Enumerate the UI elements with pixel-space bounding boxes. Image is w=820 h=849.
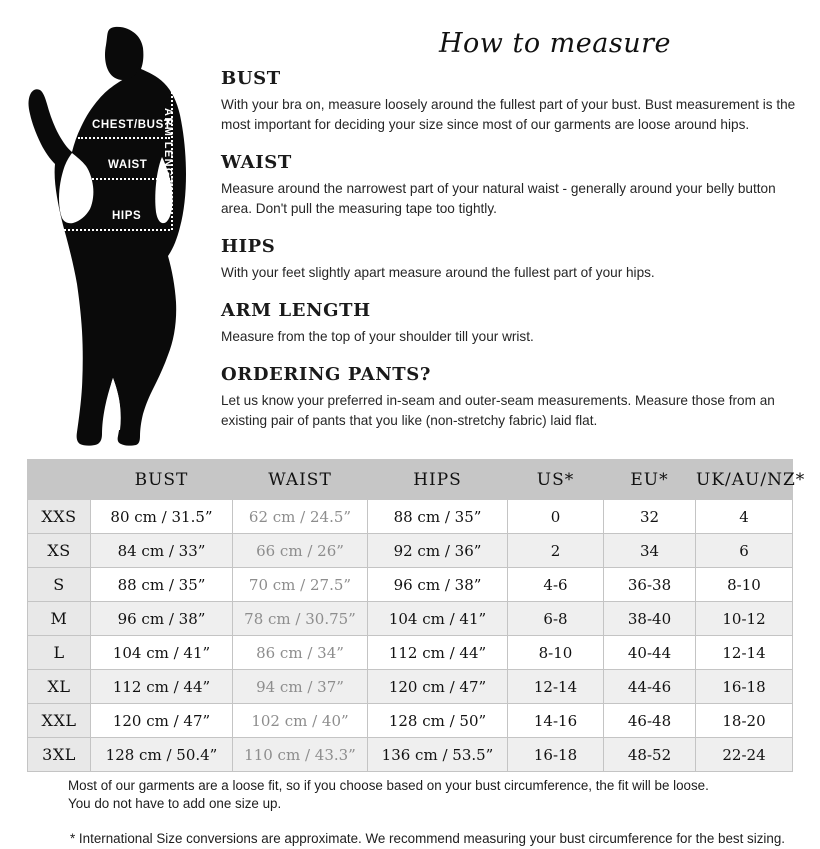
cell-bust: 84 cm / 33” xyxy=(90,533,233,568)
cell-bust: 128 cm / 50.4” xyxy=(90,737,233,772)
section-heading: HIPS xyxy=(221,236,276,257)
cell-us: 16-18 xyxy=(507,737,604,772)
section-heading: BUST xyxy=(221,68,281,89)
cell-uk: 8-10 xyxy=(695,567,793,602)
header-cell-hips: HIPS xyxy=(367,459,508,500)
cell-us: 6-8 xyxy=(507,601,604,636)
cell-eu: 38-40 xyxy=(603,601,696,636)
cell-waist: 110 cm / 43.3” xyxy=(232,737,368,772)
section-arm-length: ARM LENGTH Measure from the top of your … xyxy=(221,300,809,347)
header-cell-eu: EU* xyxy=(603,459,696,500)
section-ordering-pants: ORDERING PANTS? Let us know your preferr… xyxy=(221,364,809,431)
cell-waist: 102 cm / 40” xyxy=(232,703,368,738)
header-cell-uk: UK/AU/NZ* xyxy=(695,459,804,500)
cell-hips: 92 cm / 36” xyxy=(367,533,508,568)
cell-us: 4-6 xyxy=(507,567,604,602)
cell-uk: 4 xyxy=(695,499,793,534)
cell-eu: 36-38 xyxy=(603,567,696,602)
cell-hips: 88 cm / 35” xyxy=(367,499,508,534)
cell-eu: 40-44 xyxy=(603,635,696,670)
header-cell-us: US* xyxy=(507,459,604,500)
footnotes: Most of our garments are a loose fit, so… xyxy=(68,777,813,848)
size-table-body: XXS 80 cm / 31.5” 62 cm / 24.5” 88 cm / … xyxy=(27,499,793,772)
cell-hips: 112 cm / 44” xyxy=(367,635,508,670)
cell-eu: 46-48 xyxy=(603,703,696,738)
table-row: 3XL 128 cm / 50.4” 110 cm / 43.3” 136 cm… xyxy=(27,737,793,772)
size-chart-table: BUST WAIST HIPS US* EU* UK/AU/NZ* XXS 80… xyxy=(27,459,804,772)
cell-waist: 78 cm / 30.75” xyxy=(232,601,368,636)
cell-uk: 18-20 xyxy=(695,703,793,738)
cell-uk: 22-24 xyxy=(695,737,793,772)
cell-hips: 128 cm / 50” xyxy=(367,703,508,738)
table-row: M 96 cm / 38” 78 cm / 30.75” 104 cm / 41… xyxy=(27,601,793,636)
cell-us: 14-16 xyxy=(507,703,604,738)
section-body: With your feet slightly apart measure ar… xyxy=(221,265,655,280)
section-waist: WAIST Measure around the narrowest part … xyxy=(221,152,809,219)
cell-us: 12-14 xyxy=(507,669,604,704)
cell-hips: 96 cm / 38” xyxy=(367,567,508,602)
cell-bust: 112 cm / 44” xyxy=(90,669,233,704)
cell-eu: 44-46 xyxy=(603,669,696,704)
cell-us: 0 xyxy=(507,499,604,534)
cell-uk: 6 xyxy=(695,533,793,568)
cell-waist: 94 cm / 37” xyxy=(232,669,368,704)
cell-eu: 34 xyxy=(603,533,696,568)
cell-waist: 86 cm / 34” xyxy=(232,635,368,670)
cell-size: XXL xyxy=(27,703,91,738)
section-body: Measure from the top of your shoulder ti… xyxy=(221,329,534,344)
cell-bust: 88 cm / 35” xyxy=(90,567,233,602)
table-row: XL 112 cm / 44” 94 cm / 37” 120 cm / 47”… xyxy=(27,669,793,704)
cell-waist: 66 cm / 26” xyxy=(232,533,368,568)
page-title: How to measure xyxy=(439,28,671,59)
section-heading: ORDERING PANTS? xyxy=(221,364,432,385)
cell-eu: 48-52 xyxy=(603,737,696,772)
table-row: XS 84 cm / 33” 66 cm / 26” 92 cm / 36” 2… xyxy=(27,533,793,568)
cell-size: 3XL xyxy=(27,737,91,772)
table-row: XXS 80 cm / 31.5” 62 cm / 24.5” 88 cm / … xyxy=(27,499,793,534)
cell-uk: 16-18 xyxy=(695,669,793,704)
cell-bust: 80 cm / 31.5” xyxy=(90,499,233,534)
section-heading: ARM LENGTH xyxy=(221,300,371,321)
cell-uk: 12-14 xyxy=(695,635,793,670)
section-body: With your bra on, measure loosely around… xyxy=(221,97,796,132)
section-bust: BUST With your bra on, measure loosely a… xyxy=(221,68,809,135)
table-row: S 88 cm / 35” 70 cm / 27.5” 96 cm / 38” … xyxy=(27,567,793,602)
header-cell-waist: WAIST xyxy=(232,459,368,500)
section-hips: HIPS With your feet slightly apart measu… xyxy=(221,236,809,283)
cell-waist: 62 cm / 24.5” xyxy=(232,499,368,534)
note-international-sizes: * International Size conversions are app… xyxy=(70,831,785,846)
cell-bust: 96 cm / 38” xyxy=(90,601,233,636)
note-fit-line-2: You do not have to add one size up. xyxy=(68,796,282,811)
cell-size: M xyxy=(27,601,91,636)
cell-eu: 32 xyxy=(603,499,696,534)
cell-hips: 104 cm / 41” xyxy=(367,601,508,636)
section-body: Let us know your preferred in-seam and o… xyxy=(221,393,775,428)
cell-hips: 136 cm / 53.5” xyxy=(367,737,508,772)
cell-us: 2 xyxy=(507,533,604,568)
note-fit-line-1: Most of our garments are a loose fit, so… xyxy=(68,778,709,793)
cell-size: S xyxy=(27,567,91,602)
size-table-container: BUST WAIST HIPS US* EU* UK/AU/NZ* XXS 80… xyxy=(27,459,804,772)
table-row: XXL 120 cm / 47” 102 cm / 40” 128 cm / 5… xyxy=(27,703,793,738)
cell-waist: 70 cm / 27.5” xyxy=(232,567,368,602)
header-cell-bust: BUST xyxy=(90,459,233,500)
cell-size: XS xyxy=(27,533,91,568)
header-cell-size xyxy=(27,459,91,500)
table-row: L 104 cm / 41” 86 cm / 34” 112 cm / 44” … xyxy=(27,635,793,670)
measuring-instructions: BUST With your bra on, measure loosely a… xyxy=(221,68,809,431)
cell-hips: 120 cm / 47” xyxy=(367,669,508,704)
section-body: Measure around the narrowest part of you… xyxy=(221,181,776,216)
cell-size: XXS xyxy=(27,499,91,534)
cell-bust: 120 cm / 47” xyxy=(90,703,233,738)
cell-size: L xyxy=(27,635,91,670)
cell-us: 8-10 xyxy=(507,635,604,670)
section-heading: WAIST xyxy=(221,152,292,173)
silhouette-svg xyxy=(28,26,186,446)
cell-size: XL xyxy=(27,669,91,704)
cell-uk: 10-12 xyxy=(695,601,793,636)
cell-bust: 104 cm / 41” xyxy=(90,635,233,670)
body-silhouette-illustration: CHEST/BUST WAIST HIPS ARM LENGTH xyxy=(14,22,214,447)
table-header-row: BUST WAIST HIPS US* EU* UK/AU/NZ* xyxy=(27,459,804,500)
